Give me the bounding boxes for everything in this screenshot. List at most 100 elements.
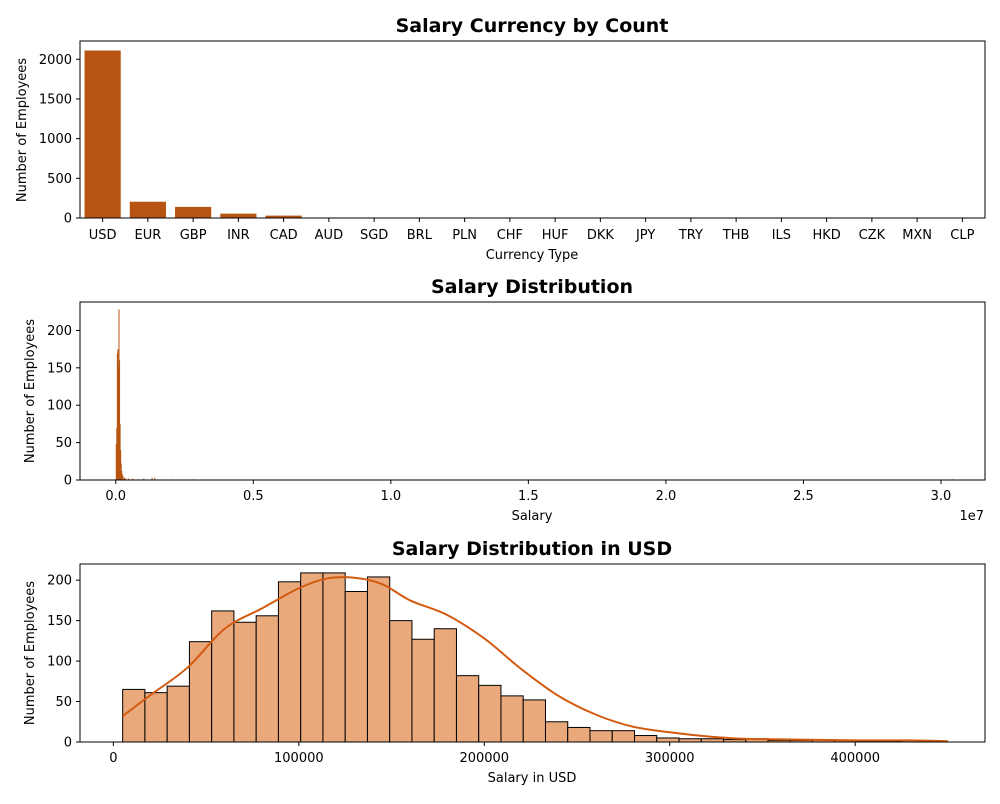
x-tick-label: 0 (109, 751, 117, 766)
x-tick-label: 0.5 (243, 489, 264, 504)
chart3-bars (123, 573, 902, 742)
hist-bar (390, 621, 412, 742)
x-tick-label-jpy: JPY (635, 228, 655, 243)
hist-bar (434, 629, 456, 742)
y-tick-label: 500 (47, 172, 72, 187)
y-tick-label: 200 (47, 574, 72, 589)
bar-usd (85, 51, 121, 218)
chart2-x-ticks: 0.0 0.5 1.0 1.5 2.0 2.5 3.0 (105, 480, 951, 504)
chart3-y-ticks: 0 50 100 150 200 (47, 574, 80, 751)
chart3-x-ticks: 0 100000 200000 300000 400000 (109, 742, 880, 766)
y-tick-label: 150 (47, 361, 72, 376)
hist-bar (256, 616, 278, 742)
x-tick-label-gbp: GBP (180, 228, 207, 243)
x-tick-label-ils: ILS (772, 228, 791, 243)
chart1-x-ticks: USD EUR GBP INR CAD AUD SGD BRL PLN CHF HUF DKK JPY T… (89, 218, 975, 243)
y-tick-label: 0 (64, 212, 72, 227)
x-tick-label-dkk: DKK (587, 228, 615, 243)
chart2-title: Salary Distribution (431, 276, 633, 298)
hist-bar (145, 693, 167, 742)
chart2-frame (80, 302, 985, 480)
hist-bar (568, 727, 590, 742)
hist-bar (367, 577, 389, 742)
y-tick-label: 1500 (39, 92, 72, 107)
chart1-y-ticks: 0 500 1000 1500 2000 (39, 53, 80, 227)
x-tick-label-usd: USD (89, 228, 117, 243)
hist-bar (189, 642, 211, 742)
hist-bar (545, 722, 567, 742)
y-tick-label: 200 (47, 324, 72, 339)
hist-bar (479, 685, 501, 742)
x-tick-label-brl: BRL (407, 228, 433, 243)
hist-bar (590, 731, 612, 742)
chart2-xlabel: Salary (512, 509, 553, 524)
hist-bar (657, 738, 679, 742)
x-tick-label-sgd: SGD (360, 228, 388, 243)
x-tick-label-clp: CLP (950, 228, 974, 243)
chart1-xlabel: Currency Type (486, 248, 579, 263)
hist-bar (167, 686, 189, 742)
chart3-xlabel: Salary in USD (488, 771, 577, 786)
chart3-ylabel: Number of Employees (23, 581, 38, 725)
bar-eur (130, 202, 166, 218)
chart2-y-ticks: 0 50 100 150 200 (47, 324, 80, 489)
y-tick-label: 1000 (39, 132, 72, 147)
x-tick-label: 2.5 (793, 489, 814, 504)
x-tick-label-hkd: HKD (812, 228, 840, 243)
x-tick-label: 300000 (645, 751, 695, 766)
y-tick-label: 150 (47, 614, 72, 629)
x-tick-label-huf: HUF (542, 228, 569, 243)
y-tick-label: 50 (55, 436, 72, 451)
x-tick-label: 0.0 (105, 489, 126, 504)
hist-bar (456, 676, 478, 742)
hist-bar (345, 592, 367, 742)
x-tick-label: 100000 (274, 751, 324, 766)
y-tick-label: 50 (55, 695, 72, 710)
chart-currency-by-count: Salary Currency by Count USD EUR GBP INR CAD… (15, 15, 985, 263)
y-tick-label: 0 (64, 736, 72, 751)
y-tick-label: 2000 (39, 53, 72, 68)
chart-salary-distribution: Salary Distribution 0.0 0.5 1.0 1.5 2.0 2.5 3.… (23, 276, 985, 524)
x-tick-label-thb: THB (722, 228, 750, 243)
hist-bar (301, 573, 323, 742)
x-tick-label-inr: INR (227, 228, 250, 243)
hist-bar (234, 622, 256, 742)
hist-bar (123, 689, 145, 742)
hist-bar (323, 573, 345, 742)
chart1-title: Salary Currency by Count (396, 15, 669, 37)
x-tick-label-cad: CAD (270, 228, 298, 243)
y-tick-label: 0 (64, 474, 72, 489)
chart2-x-scale-label: 1e7 (959, 509, 984, 524)
y-tick-label: 100 (47, 655, 72, 670)
x-tick-label-czk: CZK (859, 228, 886, 243)
hist-bar (123, 476, 124, 480)
chart1-frame (80, 41, 985, 218)
chart3-title: Salary Distribution in USD (392, 538, 672, 560)
chart1-bars (85, 51, 981, 218)
hist-bar (612, 731, 634, 742)
chart-salary-distribution-usd: Salary Distribution in USD 0 100000 200000… (23, 538, 985, 786)
x-tick-label: 200000 (459, 751, 509, 766)
x-tick-label: 1.0 (380, 489, 401, 504)
hist-bar (501, 696, 523, 742)
bar-gbp (175, 207, 211, 218)
hist-bar (278, 582, 300, 742)
bar-inr (220, 214, 256, 218)
x-tick-label-try: TRY (678, 228, 703, 243)
y-tick-label: 100 (47, 399, 72, 414)
x-tick-label: 3.0 (931, 489, 952, 504)
chart2-bars (116, 309, 953, 480)
x-tick-label: 2.0 (656, 489, 677, 504)
hist-bar (412, 639, 434, 742)
chart2-ylabel: Number of Employees (23, 319, 38, 463)
x-tick-label-aud: AUD (315, 228, 343, 243)
x-tick-label: 400000 (830, 751, 880, 766)
x-tick-label-eur: EUR (134, 228, 161, 243)
x-tick-label-chf: CHF (497, 228, 523, 243)
chart1-ylabel: Number of Employees (15, 58, 30, 202)
x-tick-label: 1.5 (518, 489, 539, 504)
hist-bar (523, 700, 545, 742)
x-tick-label-pln: PLN (452, 228, 477, 243)
